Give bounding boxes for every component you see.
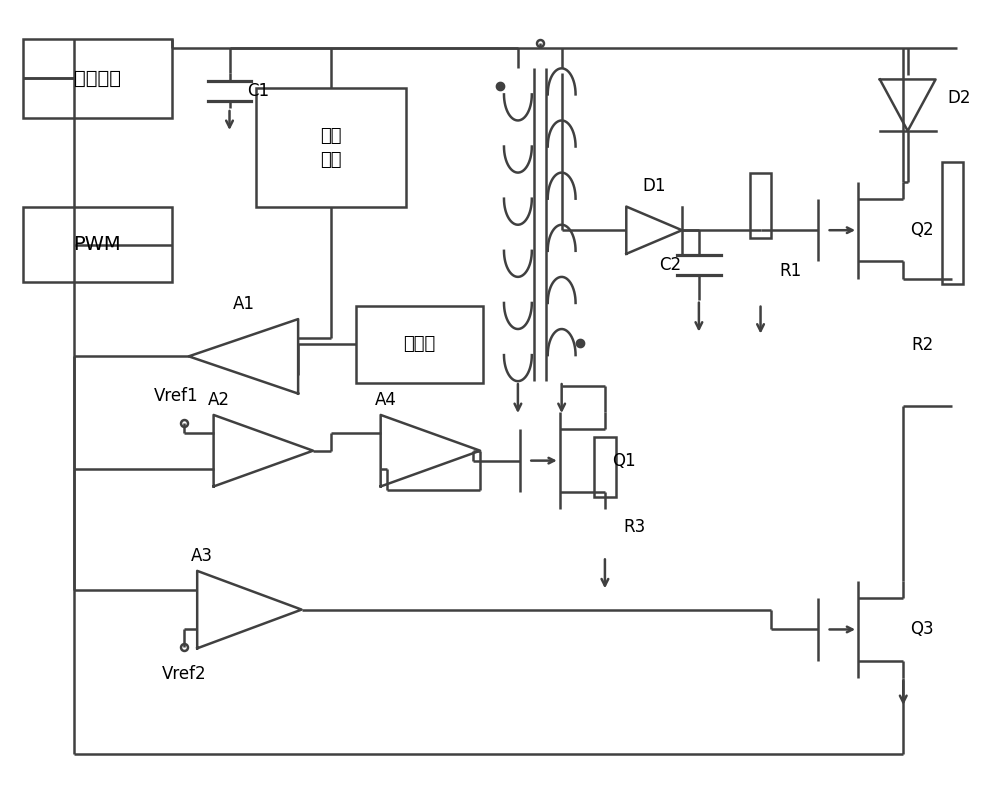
- Text: 反馈
电路: 反馈 电路: [320, 127, 342, 169]
- Text: 控制器: 控制器: [403, 336, 436, 354]
- Text: D2: D2: [948, 89, 971, 107]
- Text: R2: R2: [911, 336, 934, 354]
- Bar: [594, 437, 616, 497]
- Bar: [23, 208, 172, 282]
- Text: C1: C1: [247, 82, 270, 100]
- Text: Vref2: Vref2: [161, 665, 206, 683]
- Text: A2: A2: [208, 391, 230, 409]
- Bar: [23, 39, 172, 118]
- Text: 高压电源: 高压电源: [74, 69, 121, 88]
- Text: PWM: PWM: [73, 235, 121, 254]
- Text: R1: R1: [779, 262, 802, 280]
- Bar: [750, 173, 771, 238]
- Text: Vref1: Vref1: [153, 387, 198, 405]
- Text: A4: A4: [375, 391, 397, 409]
- Text: R3: R3: [624, 517, 646, 535]
- Text: A3: A3: [191, 547, 213, 565]
- Text: D1: D1: [642, 177, 666, 195]
- Text: Q3: Q3: [910, 620, 934, 638]
- Bar: [356, 306, 483, 383]
- Bar: [942, 161, 963, 284]
- Text: Q1: Q1: [612, 452, 636, 470]
- Text: C2: C2: [659, 256, 681, 274]
- Bar: [256, 88, 406, 208]
- Text: Q2: Q2: [910, 221, 934, 239]
- Text: A1: A1: [232, 295, 254, 313]
